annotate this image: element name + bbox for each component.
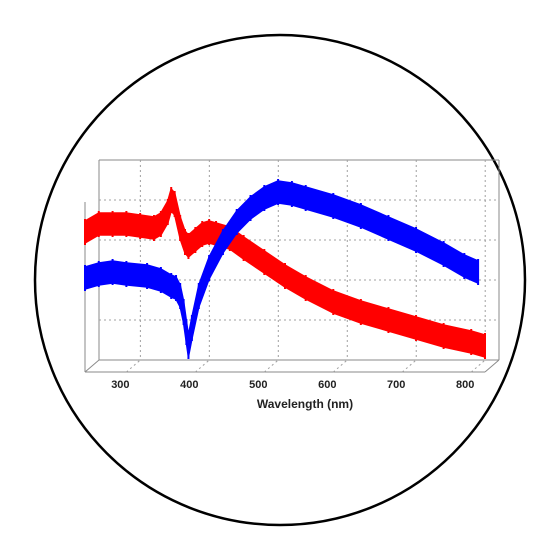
plot-box (84, 159, 500, 373)
plot-box-edge (84, 359, 100, 373)
grid-line-depth (263, 359, 279, 373)
grid-line-depth (126, 359, 141, 373)
grid-line-depth (470, 359, 486, 373)
x-tick-labels: 300 400 500 600 700 800 (111, 379, 474, 391)
grid-line-depth (401, 359, 417, 373)
x-tick-label: 500 (249, 379, 267, 391)
x-tick-label: 800 (456, 379, 474, 391)
grid-line-depth (195, 359, 210, 373)
x-tick-label: 300 (111, 379, 129, 391)
x-axis-title: Wavelength (nm) (257, 397, 353, 411)
x-tick-label: 600 (318, 379, 336, 391)
series-layer (84, 179, 486, 359)
grid-line-depth (332, 359, 348, 373)
x-tick-label: 700 (387, 379, 405, 391)
x-tick-label: 400 (180, 379, 198, 391)
plot-box-edge (484, 359, 500, 373)
